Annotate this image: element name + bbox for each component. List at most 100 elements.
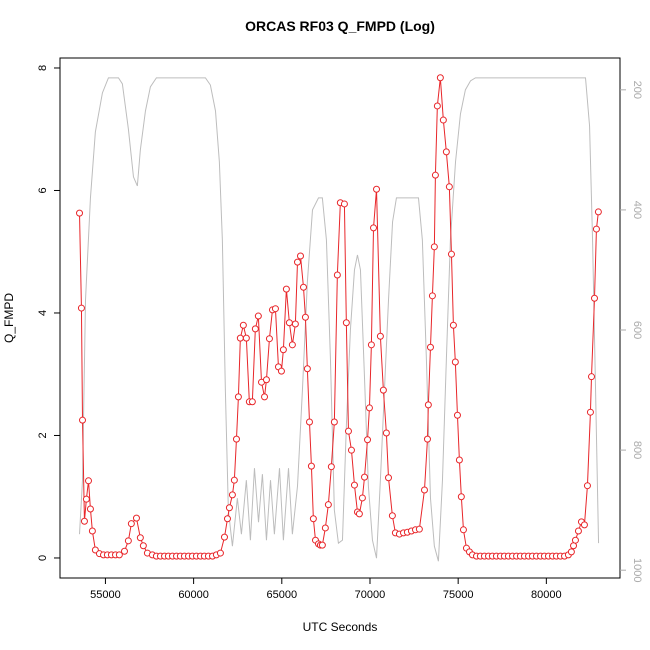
data-point: [223, 515, 231, 523]
y2-tick-label: 400: [631, 201, 643, 219]
data-point: [592, 225, 600, 233]
data-point: [80, 517, 88, 525]
plot-frame: [59, 57, 621, 579]
y-tick-label: 2: [37, 432, 49, 438]
series-line: [79, 77, 600, 562]
data-point: [370, 224, 378, 232]
data-point: [365, 404, 373, 412]
x-tick-label: 80000: [531, 589, 562, 601]
data-point: [455, 456, 463, 464]
data-point: [382, 429, 390, 437]
data-point: [77, 304, 85, 312]
data-point: [85, 477, 93, 485]
data-point: [307, 462, 315, 470]
data-point: [228, 491, 236, 499]
y2-tick-label: 200: [631, 81, 643, 99]
data-point: [373, 185, 381, 193]
x-tick-label: 60000: [178, 589, 209, 601]
data-point: [124, 537, 132, 545]
data-point: [271, 305, 279, 313]
data-point: [277, 367, 285, 375]
data-point: [262, 376, 270, 384]
data-point: [431, 171, 439, 179]
data-point: [457, 493, 465, 501]
data-point: [350, 481, 358, 489]
data-point: [459, 526, 467, 534]
data-point: [439, 116, 447, 124]
data-point: [88, 527, 96, 535]
data-point: [586, 408, 594, 416]
data-point: [327, 463, 335, 471]
data-point: [594, 208, 602, 216]
data-point: [364, 436, 372, 444]
y-tick-label: 6: [37, 187, 49, 193]
data-point: [265, 335, 273, 343]
data-point: [342, 319, 350, 327]
data-point: [436, 74, 444, 82]
data-point: [340, 200, 348, 208]
data-point: [318, 541, 326, 549]
data-point: [261, 393, 269, 401]
data-point: [453, 411, 461, 419]
data-point: [216, 549, 224, 557]
data-point: [86, 505, 94, 513]
y2-tick-label: 800: [631, 441, 643, 459]
data-point: [415, 525, 423, 533]
y2-tick-label: 600: [631, 321, 643, 339]
y-tick-label: 4: [37, 310, 49, 316]
data-point: [299, 283, 307, 291]
x-tick-label: 70000: [355, 589, 386, 601]
data-point: [428, 292, 436, 300]
data-point: [376, 332, 384, 340]
data-point: [433, 102, 441, 110]
data-point: [583, 482, 591, 490]
data-point: [424, 401, 432, 409]
data-point: [445, 183, 453, 191]
data-point: [115, 551, 123, 559]
data-point: [333, 271, 341, 279]
data-point: [234, 393, 242, 401]
y2-tick-label: 1000: [631, 558, 643, 582]
data-point: [571, 536, 579, 544]
data-point: [587, 373, 595, 381]
data-point: [251, 325, 259, 333]
data-point: [301, 313, 309, 321]
data-point: [324, 501, 332, 509]
data-point: [358, 494, 366, 502]
data-point: [580, 521, 588, 529]
data-point: [426, 343, 434, 351]
data-point: [136, 534, 144, 542]
data-point: [361, 473, 369, 481]
data-point: [355, 510, 363, 518]
data-point: [248, 398, 256, 406]
data-point: [293, 258, 301, 266]
chart-title: ORCAS RF03 Q_FMPD (Log): [245, 18, 435, 34]
y-axis-title: Q_FMPD: [2, 293, 16, 343]
data-point: [447, 250, 455, 258]
data-point: [139, 542, 147, 550]
data-point: [309, 515, 317, 523]
data-point: [388, 512, 396, 520]
data-point: [367, 341, 375, 349]
data-point: [76, 209, 84, 217]
data-point: [239, 321, 247, 329]
data-point: [321, 524, 329, 532]
data-point: [303, 365, 311, 373]
data-point: [254, 312, 262, 320]
x-axis-title: UTC Seconds: [303, 620, 378, 634]
data-point: [423, 435, 431, 443]
y-tick-label: 8: [37, 65, 49, 71]
data-point: [305, 418, 313, 426]
data-point: [225, 504, 233, 512]
data-point: [449, 321, 457, 329]
data-point: [79, 416, 87, 424]
data-point: [330, 418, 338, 426]
x-tick-label: 65000: [267, 589, 298, 601]
data-point: [132, 514, 140, 522]
x-tick-label: 55000: [90, 589, 121, 601]
data-point: [347, 446, 355, 454]
data-point: [127, 520, 135, 528]
data-point: [442, 148, 450, 156]
